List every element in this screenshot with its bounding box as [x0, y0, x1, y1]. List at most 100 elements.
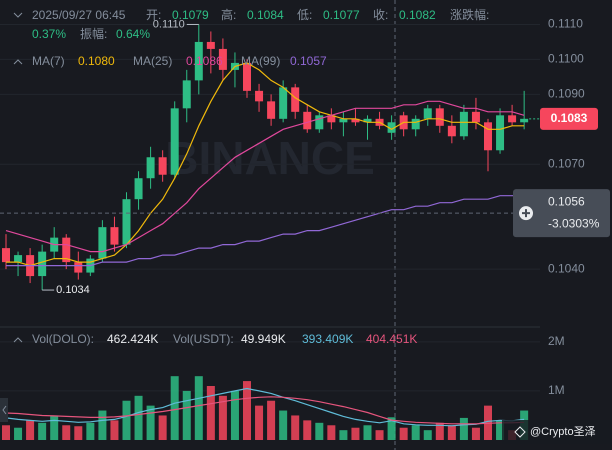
change-value: 0.37%: [32, 27, 66, 41]
credit: @Crypto圣泽: [530, 425, 596, 438]
candle-body: [315, 115, 324, 130]
volume-bar: [230, 390, 239, 440]
amplitude-label: 振幅:: [80, 26, 107, 41]
candle-body: [447, 125, 456, 137]
volume-bar: [255, 405, 264, 440]
side-tab[interactable]: [0, 398, 8, 422]
high-label: 高:: [221, 7, 236, 22]
volume-bar: [496, 420, 505, 440]
volume-bar: [399, 427, 408, 440]
legend-label: MA(99): [241, 54, 280, 68]
crosshair-price: 0.1056: [548, 194, 585, 208]
y-tick-label: 0.1110: [548, 17, 583, 31]
volume-bar: [74, 426, 83, 440]
high-value: 0.1084: [247, 8, 284, 22]
collapse-icon[interactable]: [13, 59, 23, 65]
credit-icon: [514, 426, 526, 438]
volume-bar: [86, 422, 95, 440]
close-label: 收:: [373, 8, 388, 22]
volume-bar: [411, 425, 420, 440]
y-tick-label: 0.1100: [548, 52, 584, 66]
volume-ma-line: [5, 396, 525, 425]
legend-value: 0.1057: [290, 54, 327, 68]
last-price-label: 0.1083: [551, 111, 588, 125]
candle-body: [520, 118, 529, 123]
legend-value: 0.1086: [186, 54, 223, 68]
min-label: 0.1034: [56, 284, 90, 296]
volume-bar: [110, 420, 119, 440]
open-value: 0.1079: [172, 8, 209, 22]
volume-label: Vol(DOLO):: [32, 332, 94, 346]
candle-body: [423, 108, 432, 119]
volume-bar: [291, 415, 300, 440]
side-tab-icon: [2, 405, 7, 415]
volume-bar: [62, 425, 71, 440]
volume-value: 462.424K: [107, 332, 158, 346]
candle-body: [291, 87, 300, 112]
candle-body: [279, 87, 288, 119]
candle-body: [387, 122, 396, 133]
volume-bar: [50, 415, 59, 440]
volume-bar: [363, 425, 372, 440]
candle-body: [471, 111, 480, 123]
volume-tick-label: 1M: [548, 383, 565, 397]
candle-body: [14, 255, 23, 263]
candle-body: [110, 227, 119, 245]
candle-body: [146, 157, 155, 179]
volume-bar: [387, 417, 396, 440]
candle-body: [243, 62, 251, 91]
volume-bar: [170, 376, 179, 440]
candle-body: [98, 227, 107, 259]
y-tick-label: 0.1090: [548, 87, 585, 101]
volume-bar: [146, 405, 155, 440]
volume-ma-value: 393.409K: [302, 332, 353, 346]
legend-label: MA(7): [32, 54, 65, 68]
candle-body: [508, 115, 517, 123]
volume-bar: [98, 410, 107, 440]
collapse-icon[interactable]: [13, 337, 23, 343]
crosshair-change: -3.0303%: [548, 216, 600, 230]
volume-bar: [315, 422, 324, 440]
volume-bar: [459, 417, 468, 440]
candle-body: [435, 108, 444, 126]
y-tick-label: 0.1040: [548, 261, 585, 275]
candle-body: [194, 41, 203, 81]
ma-line: [5, 100, 525, 253]
volume-bar: [194, 376, 203, 440]
volume-bar: [243, 381, 251, 440]
candle-body: [339, 118, 348, 123]
volume-bar: [279, 410, 288, 440]
candle-body: [158, 157, 167, 175]
candle-body: [134, 178, 143, 200]
crosshair-tag: [513, 189, 610, 238]
volume-bar: [122, 400, 131, 440]
candle-body: [363, 118, 372, 123]
y-tick-label: 0.1070: [548, 156, 585, 170]
volume-ma-line: [5, 387, 525, 427]
volume-bar: [447, 425, 456, 440]
volume-bar: [2, 425, 10, 440]
last-price-tag: [540, 107, 598, 130]
candle-body: [170, 108, 179, 175]
candle-body: [327, 115, 336, 123]
volume-bar: [423, 430, 432, 440]
volume-bar: [206, 386, 215, 440]
volume-bar: [267, 400, 276, 440]
candle-body: [122, 199, 131, 245]
candle-body: [459, 111, 468, 137]
volume-bar: [182, 390, 191, 440]
volume-bar: [327, 425, 336, 440]
watermark: BINANCE: [165, 132, 375, 184]
candle-body: [351, 118, 360, 123]
candle-body: [484, 122, 492, 151]
ma-line: [6, 195, 525, 267]
collapse-icon[interactable]: [13, 12, 23, 18]
candle-body: [255, 90, 264, 102]
candle-body: [2, 248, 10, 263]
volume-bar: [471, 427, 480, 440]
volume-ma-value: 404.451K: [366, 332, 417, 346]
credit-bg: [502, 420, 612, 444]
quote-volume-value: 49.949K: [241, 332, 286, 346]
